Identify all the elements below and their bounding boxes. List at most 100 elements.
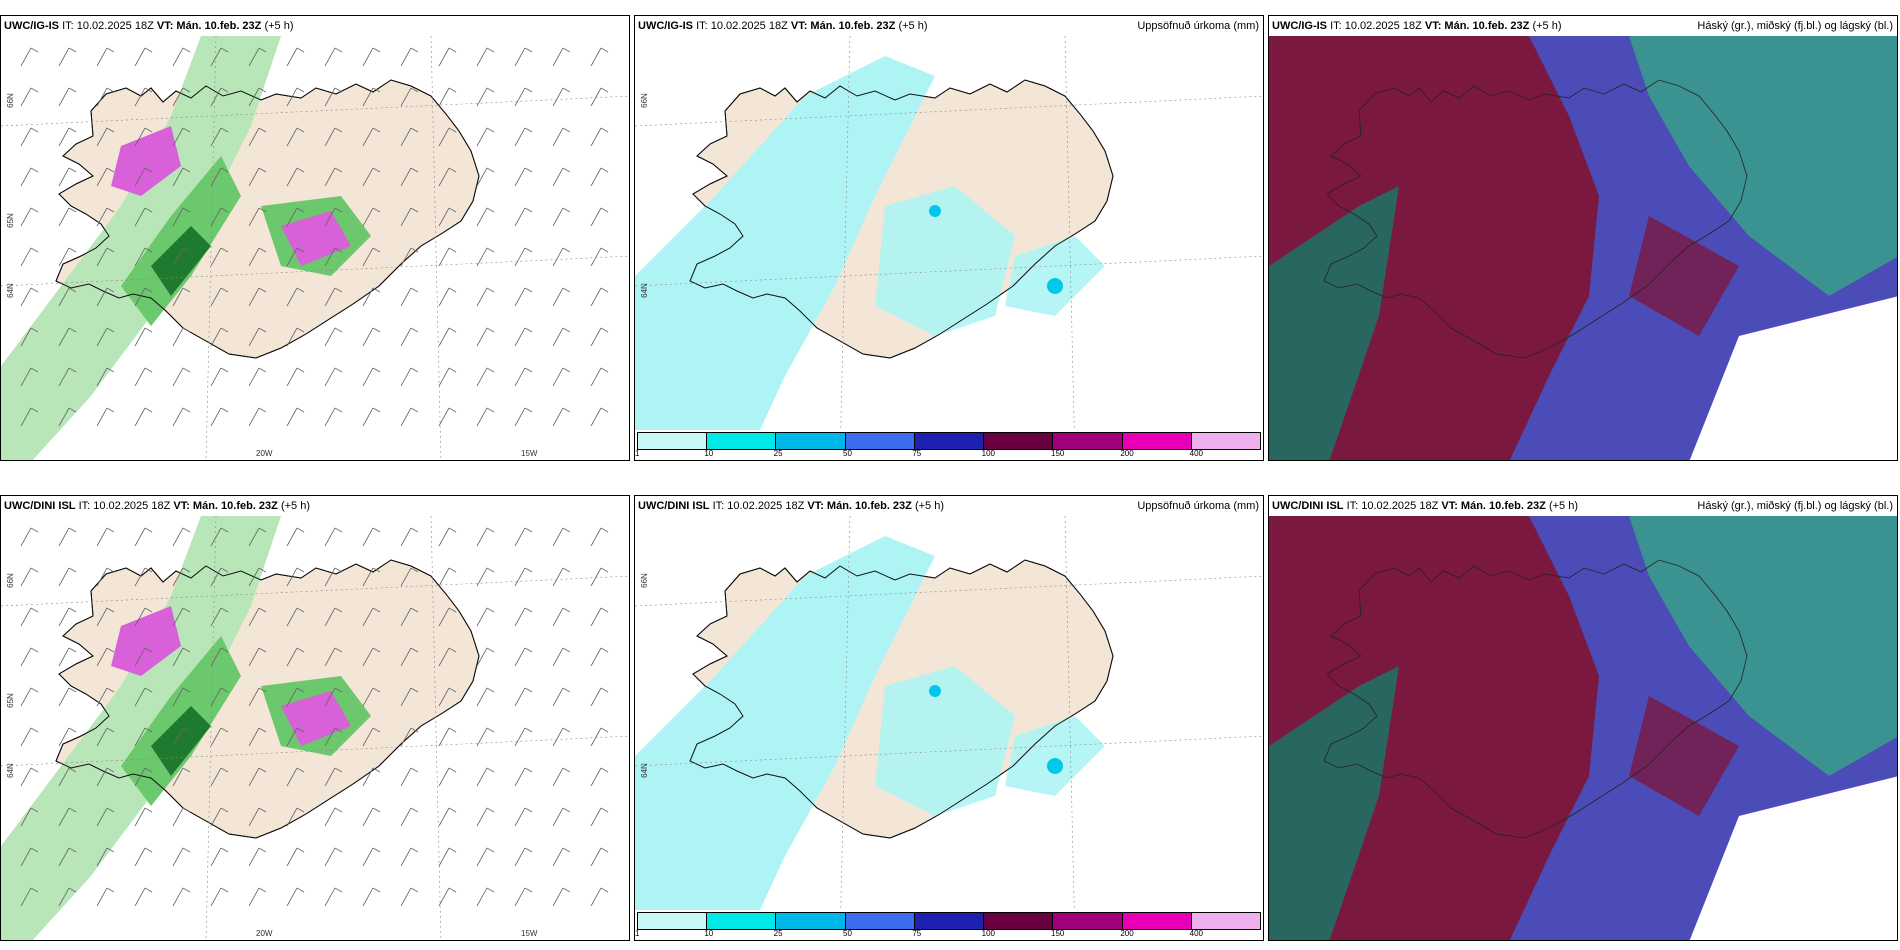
wind-barb <box>286 527 305 547</box>
wind-barb <box>590 727 609 747</box>
lead-time: (+5 h) <box>280 500 310 512</box>
wind-barb <box>286 287 305 307</box>
clear-sky-area <box>1689 296 1897 460</box>
wind-barb <box>400 87 419 107</box>
clear-sky-area <box>1689 776 1897 940</box>
panel-header: UWC/IG-IS IT: 10.02.2025 18Z VT: Mán. 10… <box>635 16 1263 36</box>
lon-label: 15W <box>521 929 538 938</box>
wind-barb <box>210 407 229 427</box>
wind-barb <box>58 567 77 587</box>
wind-barb <box>134 247 153 267</box>
wind-barb <box>248 327 267 347</box>
wind-barb <box>476 767 495 787</box>
wind-barb <box>134 607 153 627</box>
init-time: IT: 10.02.2025 18Z <box>712 500 805 512</box>
coastline <box>1323 559 1748 839</box>
graticule-line <box>1064 516 1076 940</box>
wind-barb <box>400 207 419 227</box>
legend-swatch <box>776 433 846 449</box>
wind-barb <box>210 847 229 867</box>
wind-barb <box>20 567 39 587</box>
lead-time: (+5 h) <box>264 20 294 32</box>
wind-barb <box>20 167 39 187</box>
wind-barb <box>400 567 419 587</box>
wind-barb <box>324 247 343 267</box>
wind-barb <box>400 687 419 707</box>
wind-barb <box>438 887 457 907</box>
wind-barb <box>96 607 115 627</box>
wind-barb <box>590 327 609 347</box>
lat-label: 66N <box>5 93 15 108</box>
wind-barb <box>20 287 39 307</box>
wind-barb <box>438 167 457 187</box>
wind-barb <box>58 607 77 627</box>
wind-barb <box>438 647 457 667</box>
wind-barb <box>438 47 457 67</box>
wind-barb <box>590 287 609 307</box>
model-name: UWC/DINI ISL <box>4 500 76 512</box>
wind-barb <box>590 527 609 547</box>
legend-swatch <box>845 433 915 449</box>
lead-time: (+5 h) <box>898 20 928 32</box>
model-name: UWC/IG-IS <box>4 20 59 32</box>
legend-swatch <box>776 913 846 929</box>
wind-barb <box>476 167 495 187</box>
wind-barb <box>514 367 533 387</box>
cloud-high-patch <box>1629 696 1739 816</box>
wind-barb <box>172 607 191 627</box>
wind-barb <box>476 247 495 267</box>
wind-barb <box>438 127 457 147</box>
wind-barb <box>58 367 77 387</box>
wind-barb <box>96 367 115 387</box>
wind-barb <box>590 167 609 187</box>
lat-label: 66N <box>639 93 649 108</box>
graticule-line <box>635 575 1263 607</box>
legend-tick: 100 <box>981 929 996 938</box>
wind-barb <box>400 607 419 627</box>
wind-barb <box>438 727 457 747</box>
wind-barb <box>514 287 533 307</box>
wind-barb <box>172 527 191 547</box>
wind-barb <box>172 567 191 587</box>
wind-barb <box>362 327 381 347</box>
legend-swatch <box>1191 433 1260 449</box>
wind-barb <box>210 727 229 747</box>
precip-band-southeast <box>1005 716 1105 796</box>
wind-barb <box>324 287 343 307</box>
lead-time: (+5 h) <box>1548 500 1578 512</box>
graticule-line <box>839 36 851 460</box>
wind-barb <box>552 567 571 587</box>
legend-swatch <box>1122 433 1192 449</box>
wind-barb <box>438 407 457 427</box>
wind-barb <box>286 687 305 707</box>
wind-barb <box>58 767 77 787</box>
wind-barb <box>286 807 305 827</box>
precip-max-east <box>1047 758 1063 774</box>
wind-barb <box>552 647 571 667</box>
legend-swatch <box>1053 433 1123 449</box>
wind-barb <box>96 647 115 667</box>
wind-barb <box>20 367 39 387</box>
wind-barb <box>514 327 533 347</box>
wind-barb <box>96 567 115 587</box>
map-canvas <box>1 36 629 460</box>
wind-barb <box>286 207 305 227</box>
wind-barb <box>20 327 39 347</box>
wind-barb <box>134 87 153 107</box>
wind-barb <box>324 687 343 707</box>
wind-barb <box>476 527 495 547</box>
legend-tick: 50 <box>843 449 852 458</box>
map-canvas <box>635 36 1263 460</box>
wind-barb <box>552 167 571 187</box>
wind-barb <box>286 647 305 667</box>
wind-barb <box>210 47 229 67</box>
wind-barb <box>552 127 571 147</box>
init-time: IT: 10.02.2025 18Z <box>78 500 171 512</box>
wind-barb <box>324 807 343 827</box>
wind-barb <box>248 807 267 827</box>
wind-barb <box>400 327 419 347</box>
wind-barb <box>96 47 115 67</box>
legend-tick: 200 <box>1120 929 1134 938</box>
wind-barb <box>58 407 77 427</box>
wind-barb <box>476 887 495 907</box>
